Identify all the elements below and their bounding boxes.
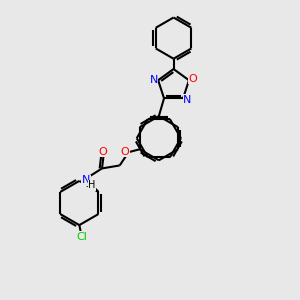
Text: O: O bbox=[121, 147, 129, 157]
Text: N: N bbox=[149, 75, 158, 85]
Text: N: N bbox=[82, 175, 90, 185]
Text: O: O bbox=[98, 147, 107, 157]
Text: Cl: Cl bbox=[77, 232, 88, 242]
Text: N: N bbox=[183, 95, 192, 105]
Text: H: H bbox=[88, 180, 95, 190]
Text: O: O bbox=[188, 74, 197, 84]
